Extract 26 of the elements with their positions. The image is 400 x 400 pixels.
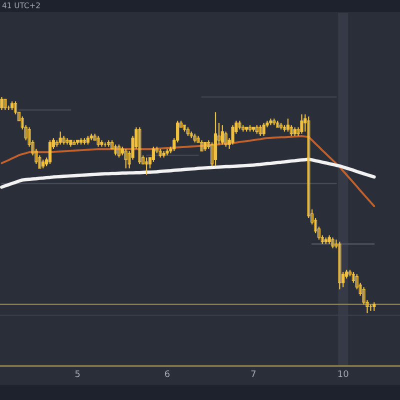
candlestick: [144, 156, 148, 176]
candlestick: [114, 144, 118, 156]
candlestick: [4, 98, 7, 111]
candlestick: [300, 114, 304, 134]
candlestick: [62, 135, 66, 146]
x-tick-label: 7: [251, 370, 256, 378]
candlestick: [96, 135, 100, 148]
x-tick-label: 5: [75, 370, 80, 378]
candlestick: [58, 131, 62, 146]
candlestick: [152, 146, 156, 162]
x-tick-label: 6: [165, 370, 170, 378]
x-tick-label: 10: [338, 370, 348, 378]
candlestick: [262, 122, 266, 136]
candlestick: [124, 148, 128, 169]
candlestick: [200, 140, 204, 152]
candlestick: [48, 140, 52, 165]
candlestick: [286, 118, 290, 132]
candlestick: [338, 241, 342, 290]
candlestick: [66, 138, 69, 146]
candlestick: [220, 124, 224, 146]
candlestick: [117, 144, 121, 158]
candlestick: [138, 126, 142, 165]
candlestick: [0, 96, 4, 111]
candlestick: [231, 124, 234, 146]
candlestick: [258, 124, 262, 136]
candlestick: [331, 236, 334, 249]
